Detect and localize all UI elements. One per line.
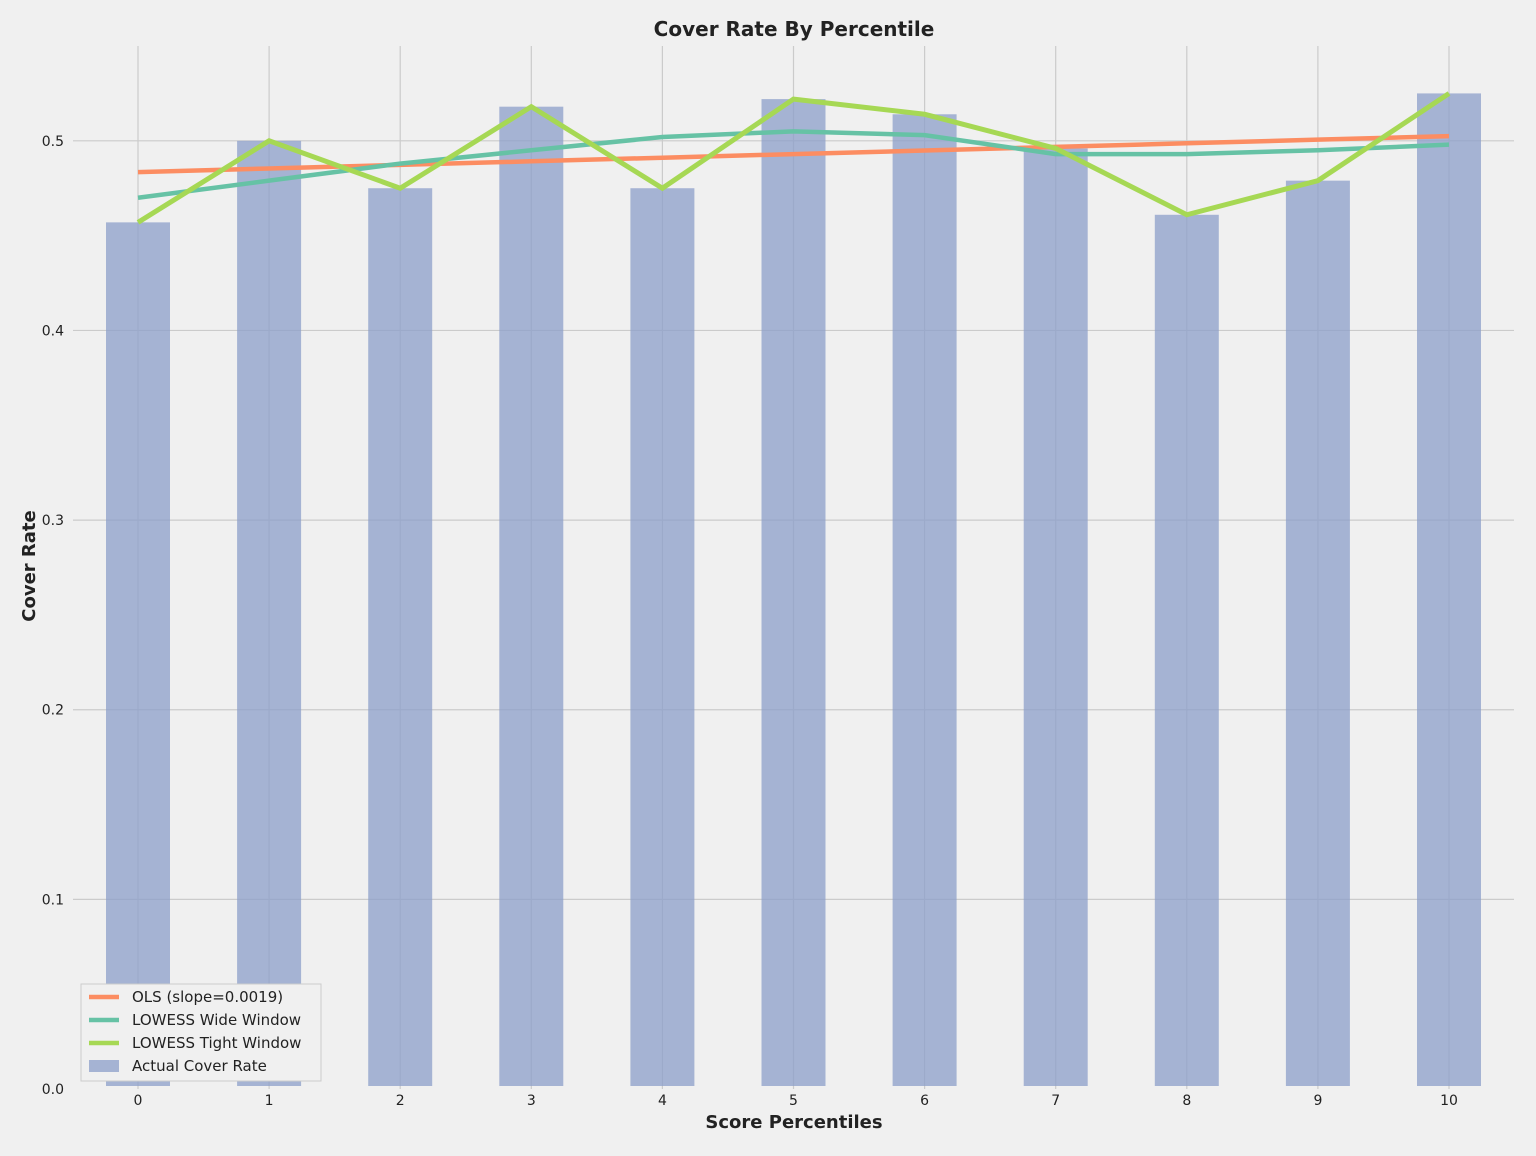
x-tick-label: 0 bbox=[134, 1093, 143, 1109]
x-tick-label: 10 bbox=[1440, 1093, 1458, 1109]
bar bbox=[761, 99, 826, 1086]
y-axis-label: Cover Rate bbox=[19, 510, 40, 621]
y-tick-label: 0.0 bbox=[42, 1082, 64, 1098]
y-tick-label: 0.5 bbox=[42, 134, 64, 150]
legend-label: OLS (slope=0.0019) bbox=[132, 988, 283, 1006]
bar bbox=[499, 106, 564, 1086]
legend-label: Actual Cover Rate bbox=[132, 1057, 267, 1075]
bar bbox=[106, 222, 170, 1086]
x-tick-label: 2 bbox=[396, 1093, 405, 1109]
x-tick-label: 4 bbox=[658, 1093, 667, 1109]
series-line bbox=[136, 91, 1451, 225]
x-tick-label: 6 bbox=[920, 1093, 929, 1109]
legend-swatch bbox=[89, 1060, 119, 1072]
legend-box bbox=[80, 983, 322, 1082]
x-axis-label: Score Percentiles bbox=[705, 1112, 882, 1133]
bar bbox=[630, 188, 695, 1086]
x-tick-label: 5 bbox=[789, 1093, 798, 1109]
bar bbox=[1285, 180, 1350, 1086]
x-ticks: 0 1 2 3 4 5 6 7 8 9 10 bbox=[134, 1093, 1458, 1109]
legend-label: LOWESS Wide Window bbox=[132, 1011, 301, 1029]
y-tick-label: 0.4 bbox=[42, 323, 64, 339]
legend: OLS (slope=0.0019) LOWESS Wide Window LOWE… bbox=[80, 983, 322, 1082]
bar bbox=[1154, 214, 1219, 1086]
y-tick-label: 0.1 bbox=[42, 892, 64, 908]
y-tick-label: 0.2 bbox=[42, 703, 64, 719]
x-tick-label: 8 bbox=[1182, 1093, 1191, 1109]
legend-label: LOWESS Tight Window bbox=[132, 1034, 301, 1052]
series-line bbox=[137, 133, 1450, 175]
series-line bbox=[137, 129, 1450, 200]
bar bbox=[1023, 148, 1088, 1087]
y-ticks: 0.0 0.1 0.2 0.3 0.4 0.5 bbox=[42, 134, 64, 1098]
series-lines bbox=[136, 91, 1451, 225]
chart-title: Cover Rate By Percentile bbox=[654, 17, 935, 41]
x-tick-label: 3 bbox=[527, 1093, 536, 1109]
x-tick-label: 1 bbox=[265, 1093, 274, 1109]
x-tick-label: 7 bbox=[1051, 1093, 1060, 1109]
bar bbox=[368, 188, 433, 1086]
bar bbox=[1417, 93, 1481, 1087]
bar bbox=[237, 140, 302, 1086]
x-tick-label: 9 bbox=[1313, 1093, 1322, 1109]
y-tick-label: 0.3 bbox=[42, 513, 64, 529]
bars bbox=[106, 93, 1481, 1087]
bar bbox=[892, 114, 957, 1086]
